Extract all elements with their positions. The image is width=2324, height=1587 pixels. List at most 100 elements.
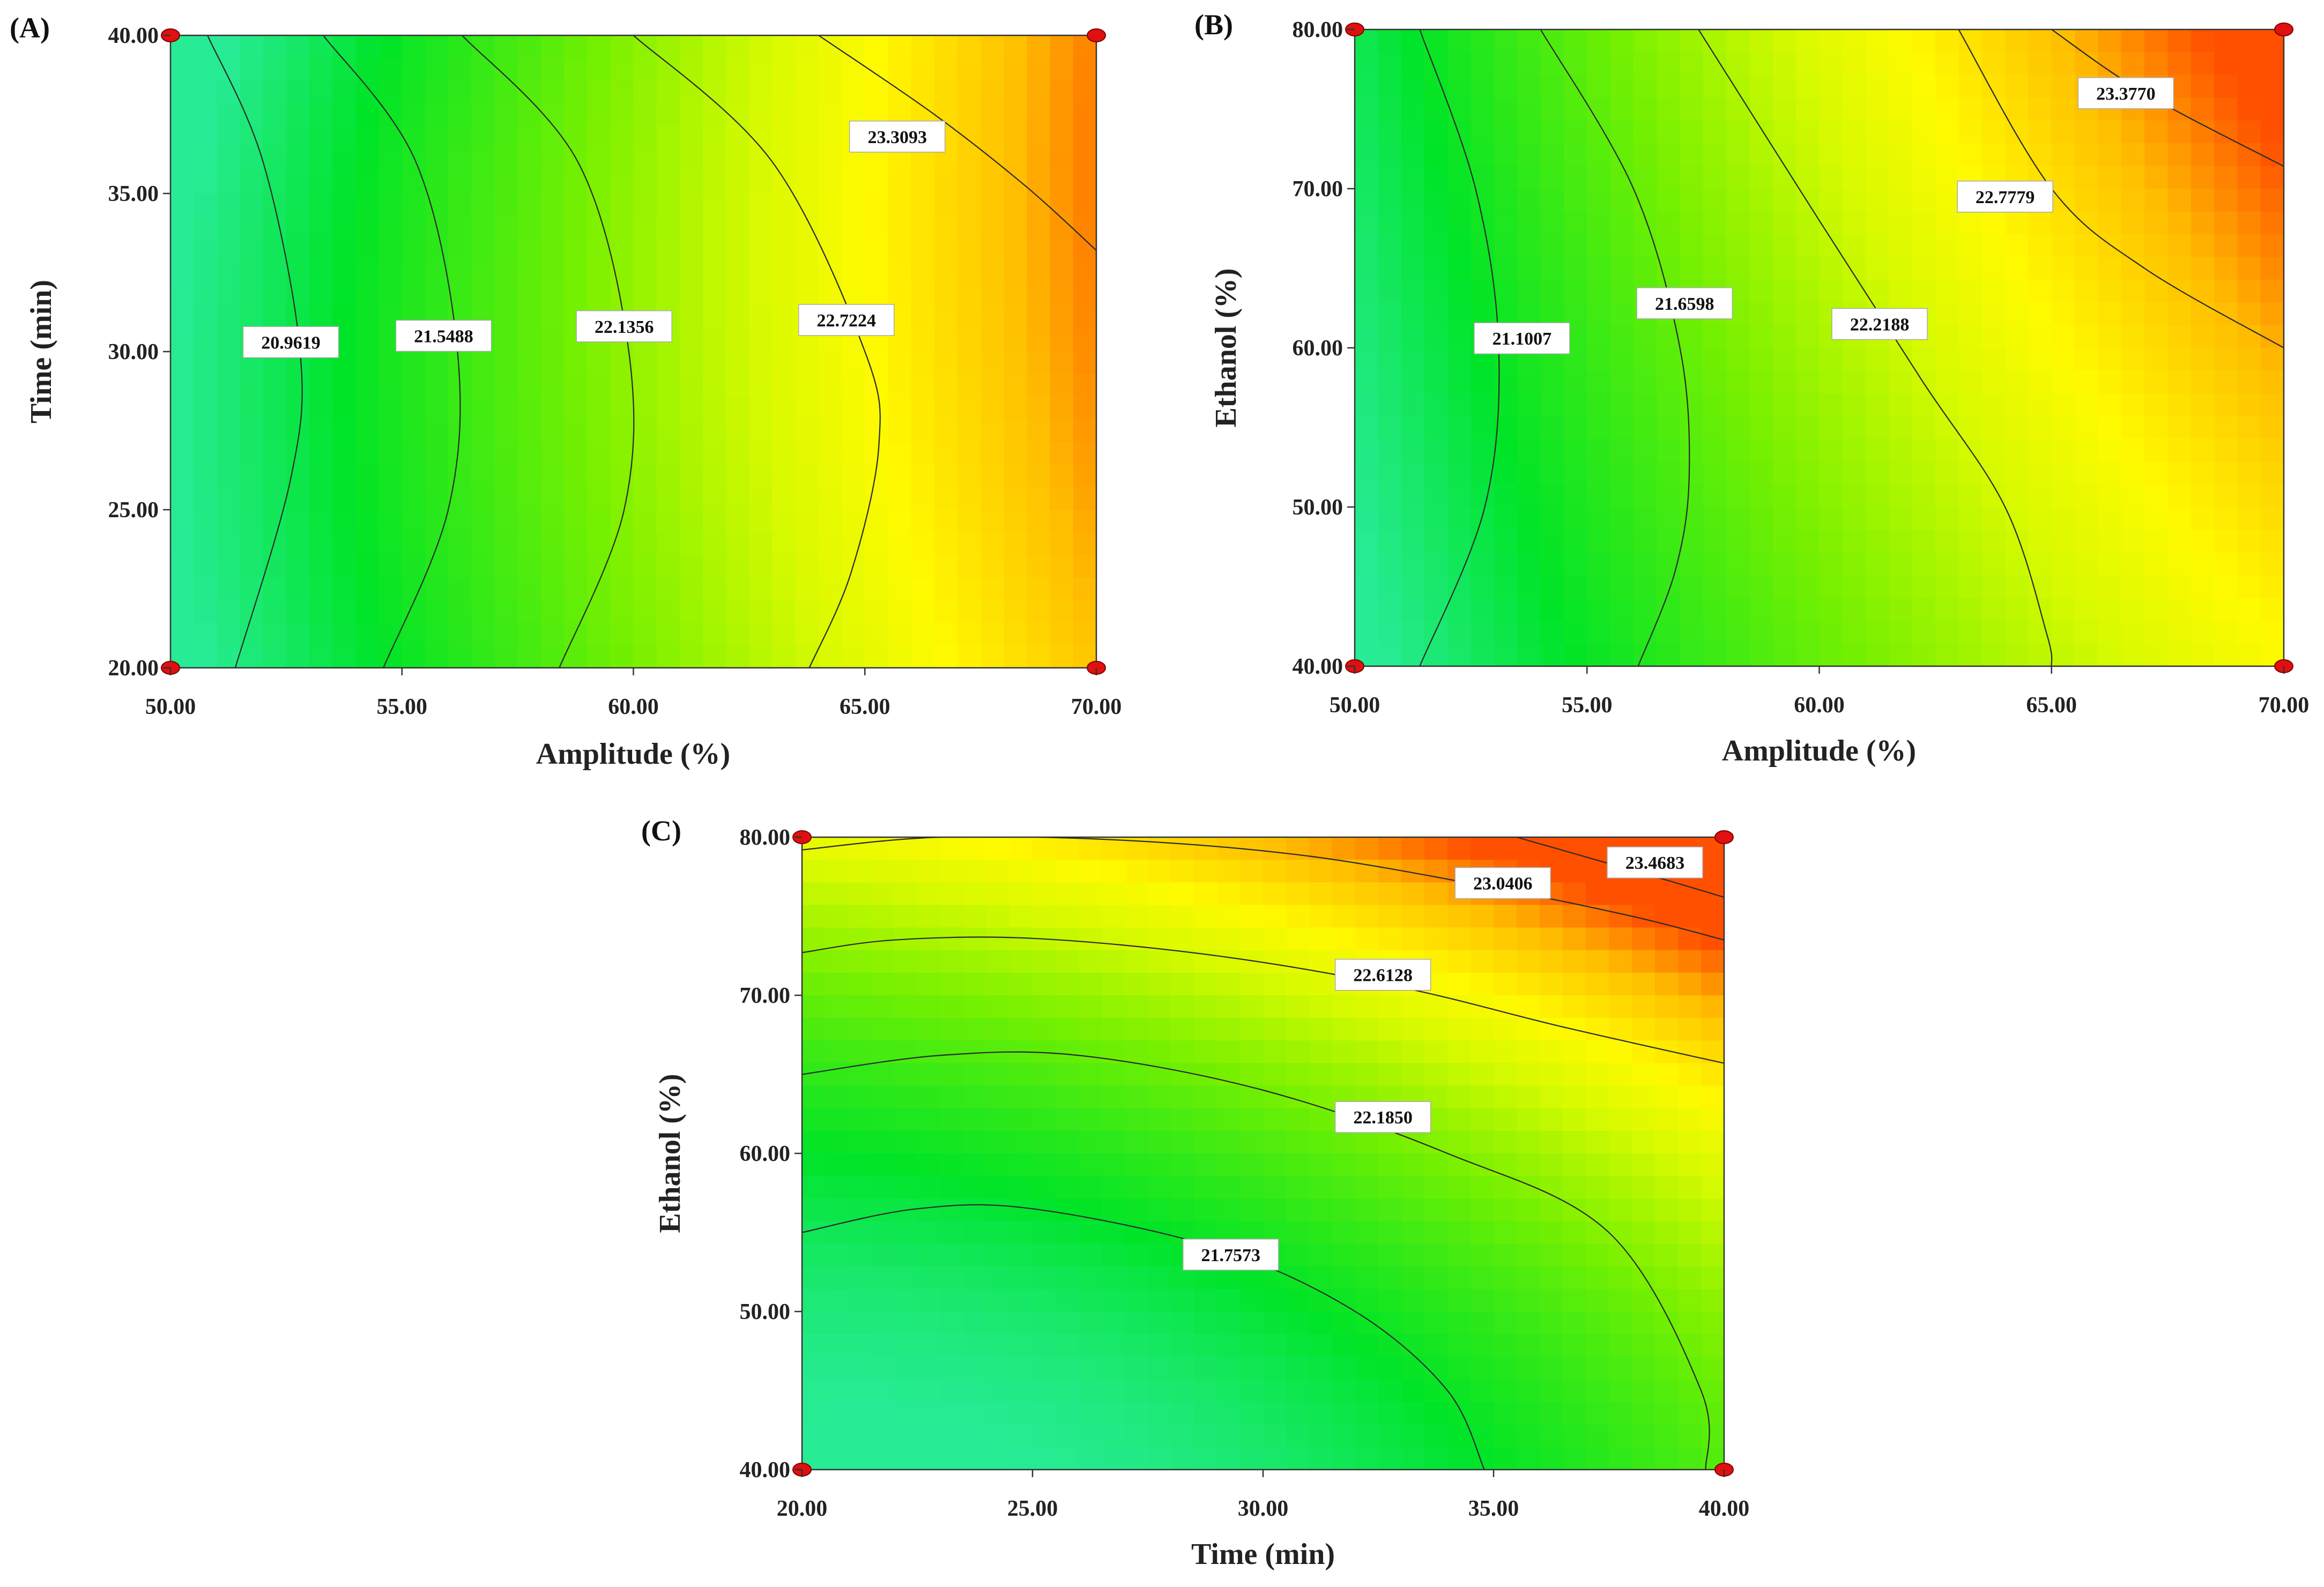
panel-c-heat-cell	[1079, 1357, 1102, 1380]
panel-a-heat-cell	[656, 397, 680, 420]
panel-c-heat-cell	[1033, 1402, 1056, 1425]
panel-a-heat-cell	[957, 216, 982, 240]
panel-b-heat-cell	[2214, 189, 2238, 212]
panel-c-heat-cell	[1355, 1198, 1379, 1222]
panel-b-heat-cell	[1587, 143, 1611, 167]
panel-a-heat-cell	[587, 397, 611, 420]
panel-a-heat-cell	[217, 487, 241, 510]
panel-c-heat-cell	[1056, 905, 1079, 928]
panel-a-heat-cell	[818, 216, 843, 240]
panel-c-heat-cell	[940, 950, 964, 973]
panel-a-heat-cell	[1050, 645, 1074, 668]
panel-b-heat-cell	[1680, 621, 1704, 644]
panel-c-heat-cell	[1678, 1424, 1702, 1448]
panel-b-x-tick-label-1: 55.00	[1562, 693, 1613, 718]
panel-c-heat-cell	[1632, 1447, 1655, 1470]
panel-a-heat-cell	[286, 600, 310, 623]
panel-a-heat-cell	[911, 600, 935, 623]
panel-b-heat-cell	[2214, 507, 2238, 531]
panel-c-heat-cell	[1517, 1221, 1540, 1245]
panel-a-heat-cell	[355, 532, 380, 556]
panel-c-heat-cell	[1332, 1334, 1356, 1358]
panel-a-design-point-3	[1087, 28, 1106, 42]
panel-c-heat-cell	[1148, 1198, 1171, 1222]
panel-b-heat-cell	[1378, 325, 1402, 348]
panel-b-heat-cell	[2260, 120, 2284, 144]
panel-b-contour-label-3: 22.7779	[1976, 188, 2035, 207]
panel-b-heat-cell	[1981, 643, 2006, 666]
panel-b-heat-cell	[2075, 393, 2099, 417]
panel-c-heat-cell	[1171, 1018, 1194, 1041]
panel-a-heat-cell	[772, 532, 796, 556]
panel-a-heat-cell	[332, 600, 357, 623]
panel-c-heat-cell	[1471, 950, 1494, 973]
panel-a-heat-cell	[726, 464, 750, 488]
panel-c-heat-cell	[894, 1266, 918, 1290]
panel-c-heat-cell	[1171, 1312, 1194, 1335]
panel-b-heat-cell	[1378, 98, 1402, 121]
panel-b-heat-cell	[1842, 643, 1867, 666]
panel-c-heat-cell	[1171, 1108, 1194, 1131]
panel-b-heat-cell	[2121, 189, 2145, 212]
panel-b-y-tick-label-2: 60.00	[1293, 336, 1343, 361]
panel-a-heat-cell	[494, 464, 518, 488]
panel-b-y-tick-label-0: 40.00	[1293, 654, 1343, 679]
panel-a-heat-cell	[911, 35, 935, 59]
panel-a-heat-cell	[471, 35, 495, 59]
panel-c-heat-cell	[1355, 1153, 1379, 1177]
panel-a-heat-cell	[726, 329, 750, 352]
panel-c-heat-cell	[848, 1130, 872, 1154]
panel-b-heat-cell	[2167, 484, 2192, 508]
panel-a-heat-cell	[633, 239, 657, 262]
panel-a-heat-cell	[818, 125, 843, 149]
panel-b-heat-cell	[1471, 29, 1495, 53]
panel-a-heat-cell	[749, 193, 773, 217]
panel-c-heat-cell	[1447, 1334, 1471, 1358]
panel-b-heat-cell	[1517, 575, 1541, 599]
panel-c-heat-cell	[1471, 1108, 1494, 1131]
panel-c-heat-cell	[1678, 1447, 1702, 1470]
panel-a-heat-cell	[471, 442, 495, 465]
panel-a-heat-cell	[911, 464, 935, 488]
panel-b-heat-cell	[2051, 74, 2076, 99]
panel-b-heat-cell	[2098, 416, 2122, 439]
panel-a-heat-cell	[471, 645, 495, 668]
panel-b-heat-cell	[1772, 461, 1797, 485]
panel-c-heat-cell	[1171, 1176, 1194, 1199]
panel-b-heat-cell	[2191, 461, 2215, 485]
panel-b-heat-cell	[1819, 530, 1843, 553]
panel-b-heat-cell	[1471, 234, 1495, 258]
panel-a-heat-cell	[564, 419, 588, 443]
panel-a-heat-cell	[494, 442, 518, 465]
panel-a-heat-cell	[749, 306, 773, 330]
panel-b-heat-cell	[2051, 393, 2076, 417]
panel-b-heat-cell	[1657, 598, 1681, 622]
panel-c-heat-cell	[1424, 1130, 1448, 1154]
panel-a-heat-cell	[564, 532, 588, 556]
panel-b-heat-cell	[1424, 29, 1449, 53]
panel-a-heat-cell	[170, 58, 195, 81]
panel-a-heat-cell	[749, 645, 773, 668]
panel-c-heat-cell	[1632, 1357, 1655, 1380]
panel-a-heat-cell	[842, 35, 866, 59]
panel-a-heat-cell	[494, 103, 518, 126]
panel-a-heat-cell	[679, 148, 703, 172]
panel-c-heat-cell	[1517, 1402, 1540, 1425]
panel-c-heat-cell	[1332, 927, 1356, 951]
panel-c-heat-cell	[917, 995, 941, 1019]
panel-a-heat-cell	[240, 306, 264, 330]
panel-a-heat-cell	[911, 80, 935, 104]
panel-b-heat-cell	[1657, 643, 1681, 666]
panel-c-heat-cell	[1632, 1424, 1655, 1448]
panel-b-heat-cell	[1958, 484, 1983, 508]
panel-a-heat-cell	[240, 555, 264, 578]
panel-a-heat-cell	[263, 510, 287, 533]
panel-a-heat-cell	[957, 622, 982, 646]
panel-c-heat-cell	[1447, 1379, 1471, 1403]
panel-c-heat-cell	[1447, 1312, 1471, 1335]
panel-c-heat-cell	[1217, 1130, 1241, 1154]
panel-a-heat-cell	[610, 170, 634, 194]
panel-a-heat-cell	[170, 577, 195, 601]
panel-a-heat-cell	[194, 193, 218, 217]
panel-a-heat-cell	[471, 487, 495, 510]
